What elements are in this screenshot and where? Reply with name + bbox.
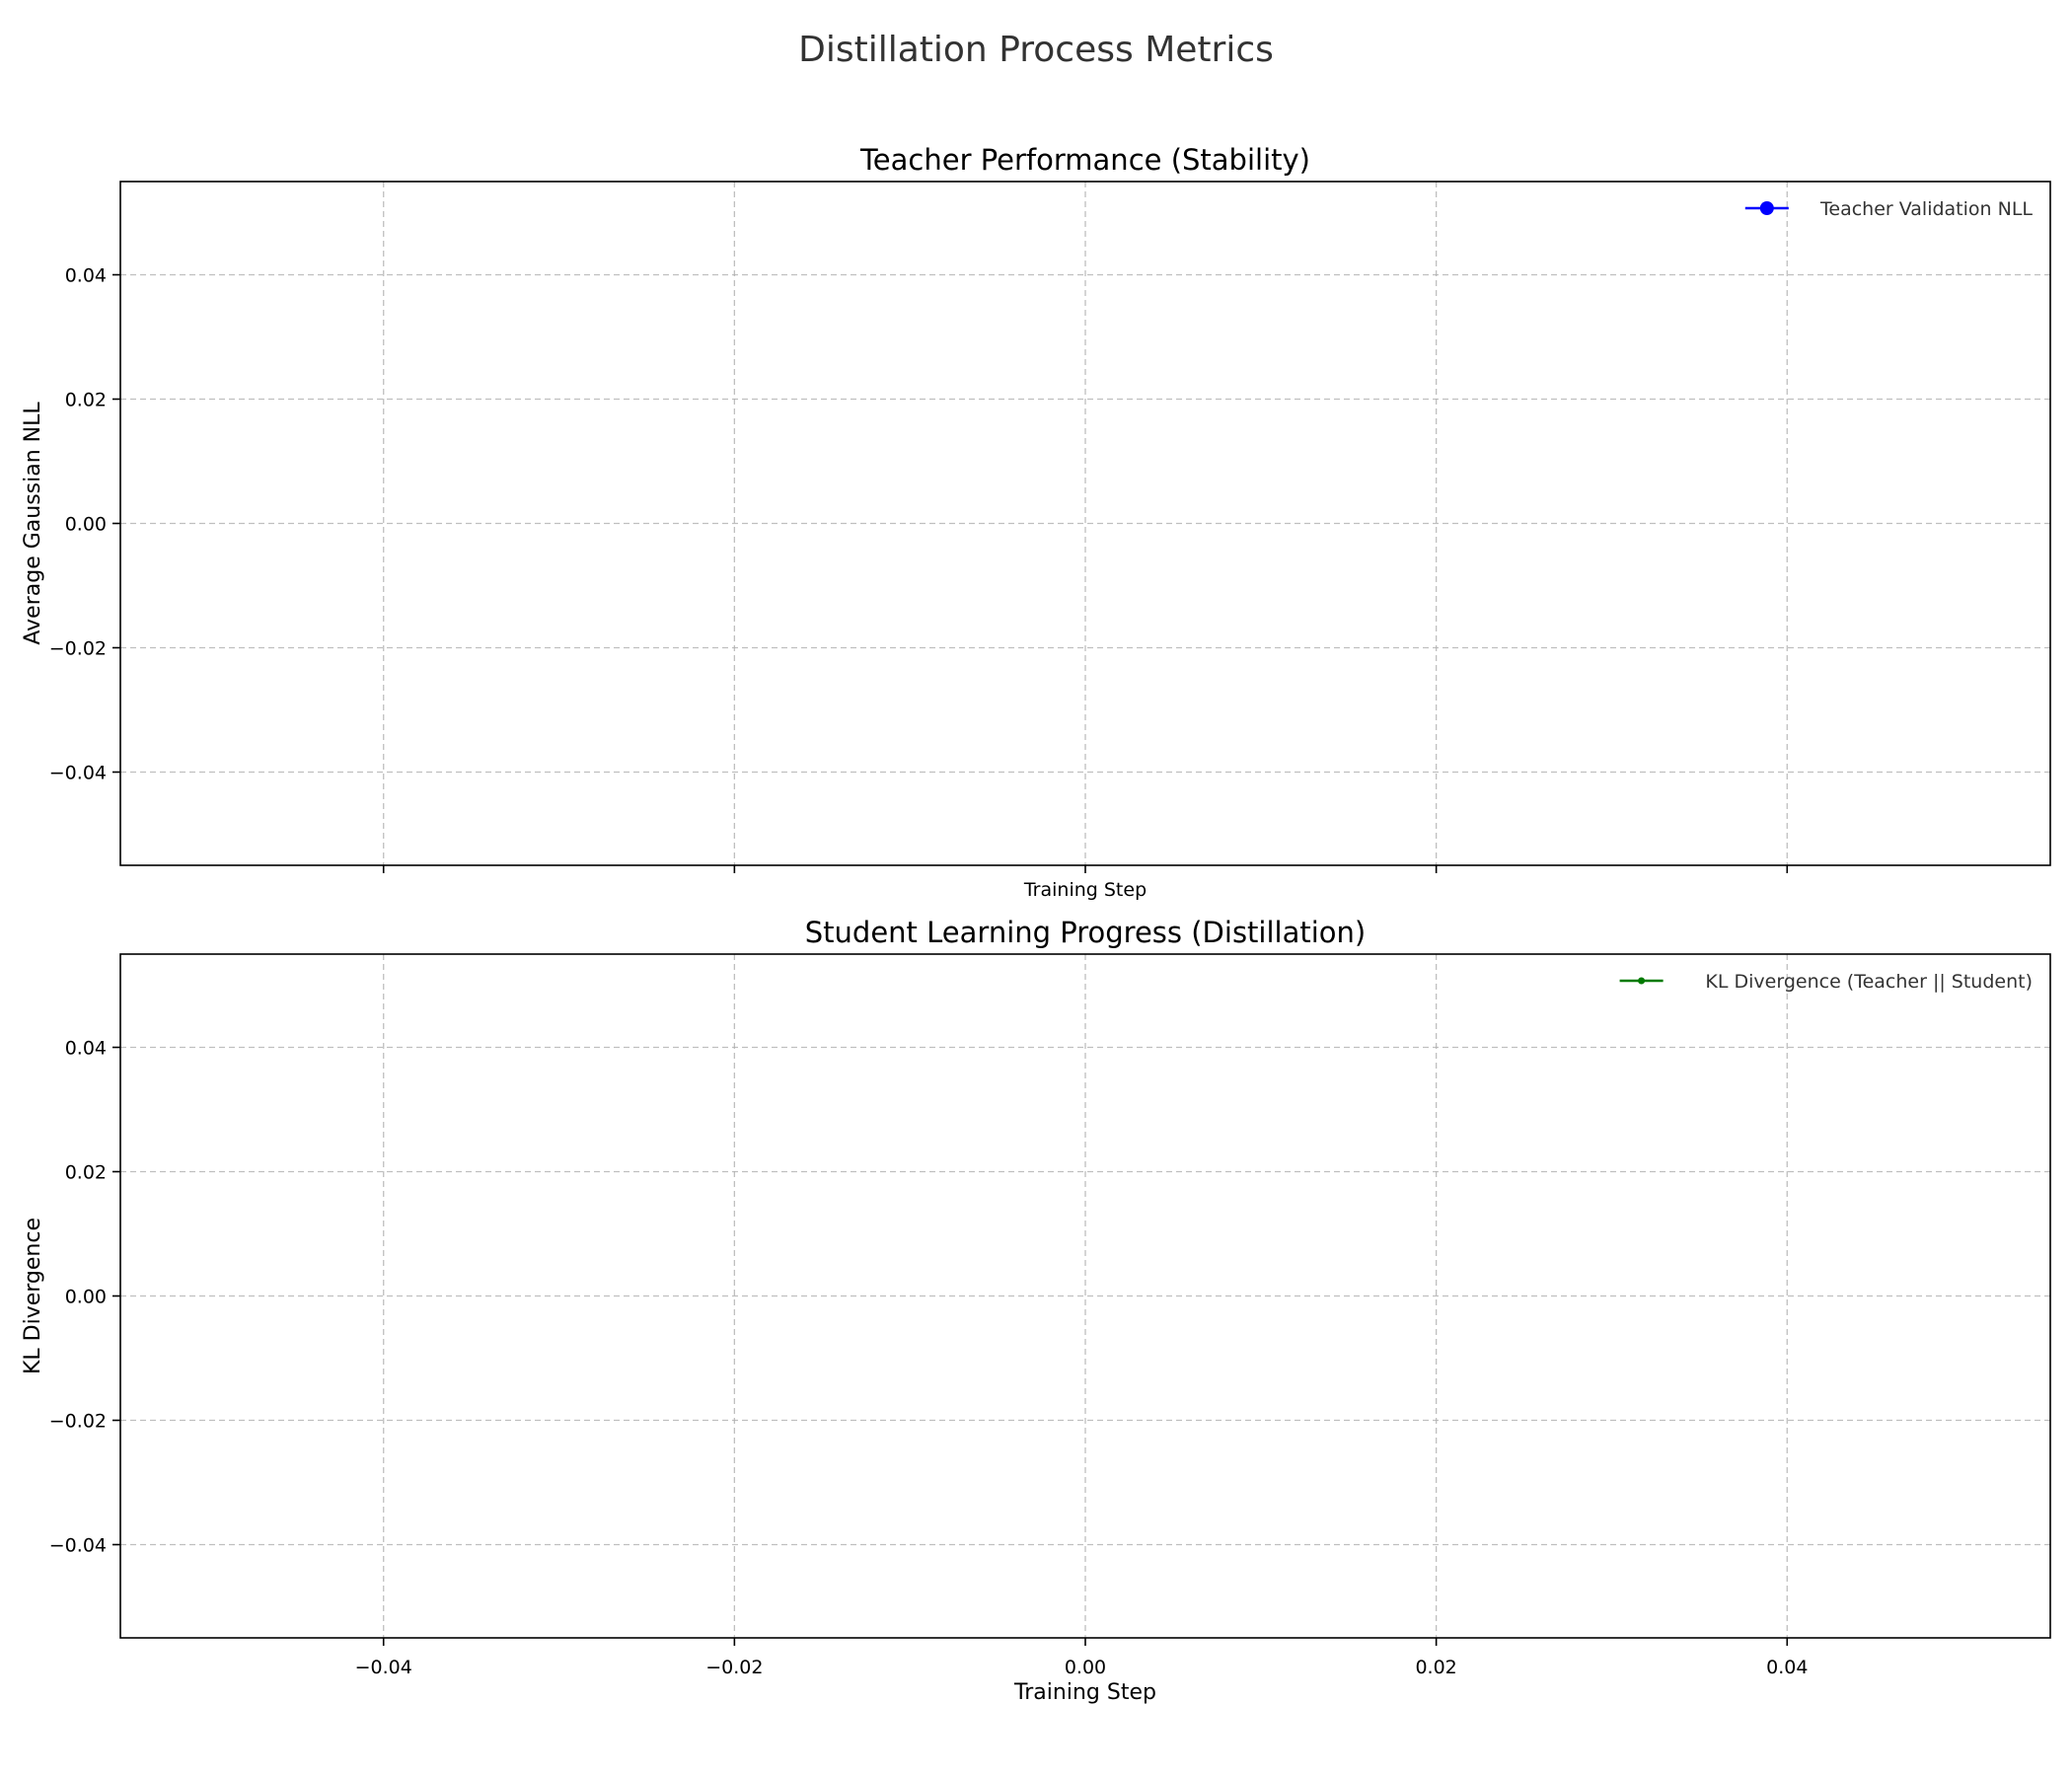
x-tick-label: −0.02 <box>705 1657 763 1678</box>
y-tick-label: 0.04 <box>65 265 107 287</box>
axes-title: Teacher Performance (Stability) <box>859 143 1310 177</box>
y-axis-label: Average Gaussian NLL <box>21 402 45 645</box>
student-learning-axes: −0.04 −0.02 0.00 0.02 0.04 0.04 0.02 0.00 −0.02 −… <box>21 916 2051 1705</box>
teacher-performance-axes: 0.04 0.02 0.00 −0.02 −0.04 Teacher Performanc… <box>21 143 2051 901</box>
axes-title: Student Learning Progress (Distillation) <box>805 916 1366 949</box>
legend-label: Teacher Validation NLL <box>1819 198 2033 220</box>
figure-title: Distillation Process Metrics <box>798 30 1274 70</box>
legend-marker-handle <box>1638 977 1646 985</box>
y-tick-label: 0.00 <box>65 514 107 536</box>
y-tick-label: −0.04 <box>49 1535 107 1557</box>
x-tick-label: −0.04 <box>355 1657 412 1678</box>
x-tick-label: 0.02 <box>1415 1657 1456 1678</box>
x-tick-label: 0.00 <box>1065 1657 1106 1678</box>
y-tick-label: −0.04 <box>49 763 107 784</box>
legend-label: KL Divergence (Teacher || Student) <box>1705 971 2033 993</box>
legend-marker-handle <box>1759 201 1774 215</box>
y-axis-label: KL Divergence <box>21 1218 45 1374</box>
x-tick-label: 0.04 <box>1766 1657 1808 1678</box>
y-tick-label: 0.02 <box>65 390 107 411</box>
x-axis-label: Training Step <box>1023 879 1147 901</box>
y-tick-label: −0.02 <box>49 1411 107 1433</box>
y-tick-label: 0.02 <box>65 1162 107 1184</box>
x-axis-label: Training Step <box>1013 1680 1156 1705</box>
y-tick-label: 0.04 <box>65 1038 107 1060</box>
y-tick-label: −0.02 <box>49 638 107 660</box>
y-tick-label: 0.00 <box>65 1287 107 1308</box>
